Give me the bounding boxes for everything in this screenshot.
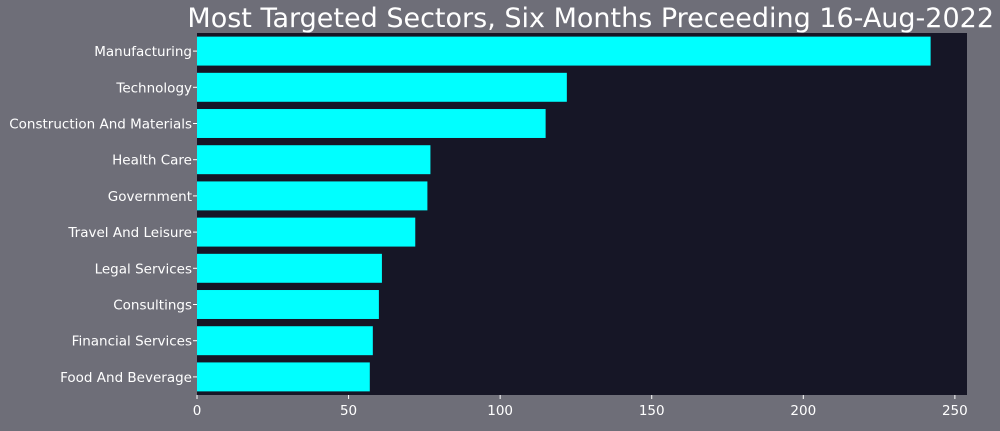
category-label-consultings: Consultings — [113, 298, 192, 314]
category-label-construction-and-materials: Construction And Materials — [9, 117, 192, 133]
x-tick-label: 200 — [790, 403, 816, 419]
x-tick-label: 0 — [193, 403, 202, 419]
bar-food-and-beverage — [197, 362, 370, 392]
bar-government — [197, 181, 428, 211]
x-tick-label: 250 — [942, 403, 968, 419]
category-label-financial-services: Financial Services — [72, 334, 192, 350]
x-tick-label: 150 — [639, 403, 665, 419]
chart-title: Most Targeted Sectors, Six Months Precee… — [187, 3, 994, 34]
category-label-health-care: Health Care — [112, 153, 192, 169]
category-label-food-and-beverage: Food And Beverage — [60, 370, 192, 386]
category-label-legal-services: Legal Services — [95, 261, 192, 277]
x-axis-ticks: 0 50 100 150 200 250 — [193, 395, 968, 419]
bar-consultings — [197, 290, 379, 319]
bar-financial-services — [197, 326, 373, 356]
x-tick-label: 100 — [487, 403, 513, 419]
category-label-manufacturing: Manufacturing — [94, 44, 192, 60]
bar-manufacturing — [197, 36, 931, 66]
category-label-government: Government — [108, 189, 192, 205]
category-labels: Manufacturing Technology Construction And … — [9, 44, 197, 386]
bar-health-care — [197, 145, 431, 175]
category-label-technology: Technology — [115, 80, 192, 96]
bar-travel-and-leisure — [197, 217, 416, 247]
x-tick-label: 50 — [340, 403, 357, 419]
bar-construction-and-materials — [197, 109, 546, 138]
bars — [197, 36, 931, 392]
bar-legal-services — [197, 253, 382, 283]
bar-technology — [197, 72, 567, 102]
category-label-travel-and-leisure: Travel And Leisure — [67, 225, 192, 241]
